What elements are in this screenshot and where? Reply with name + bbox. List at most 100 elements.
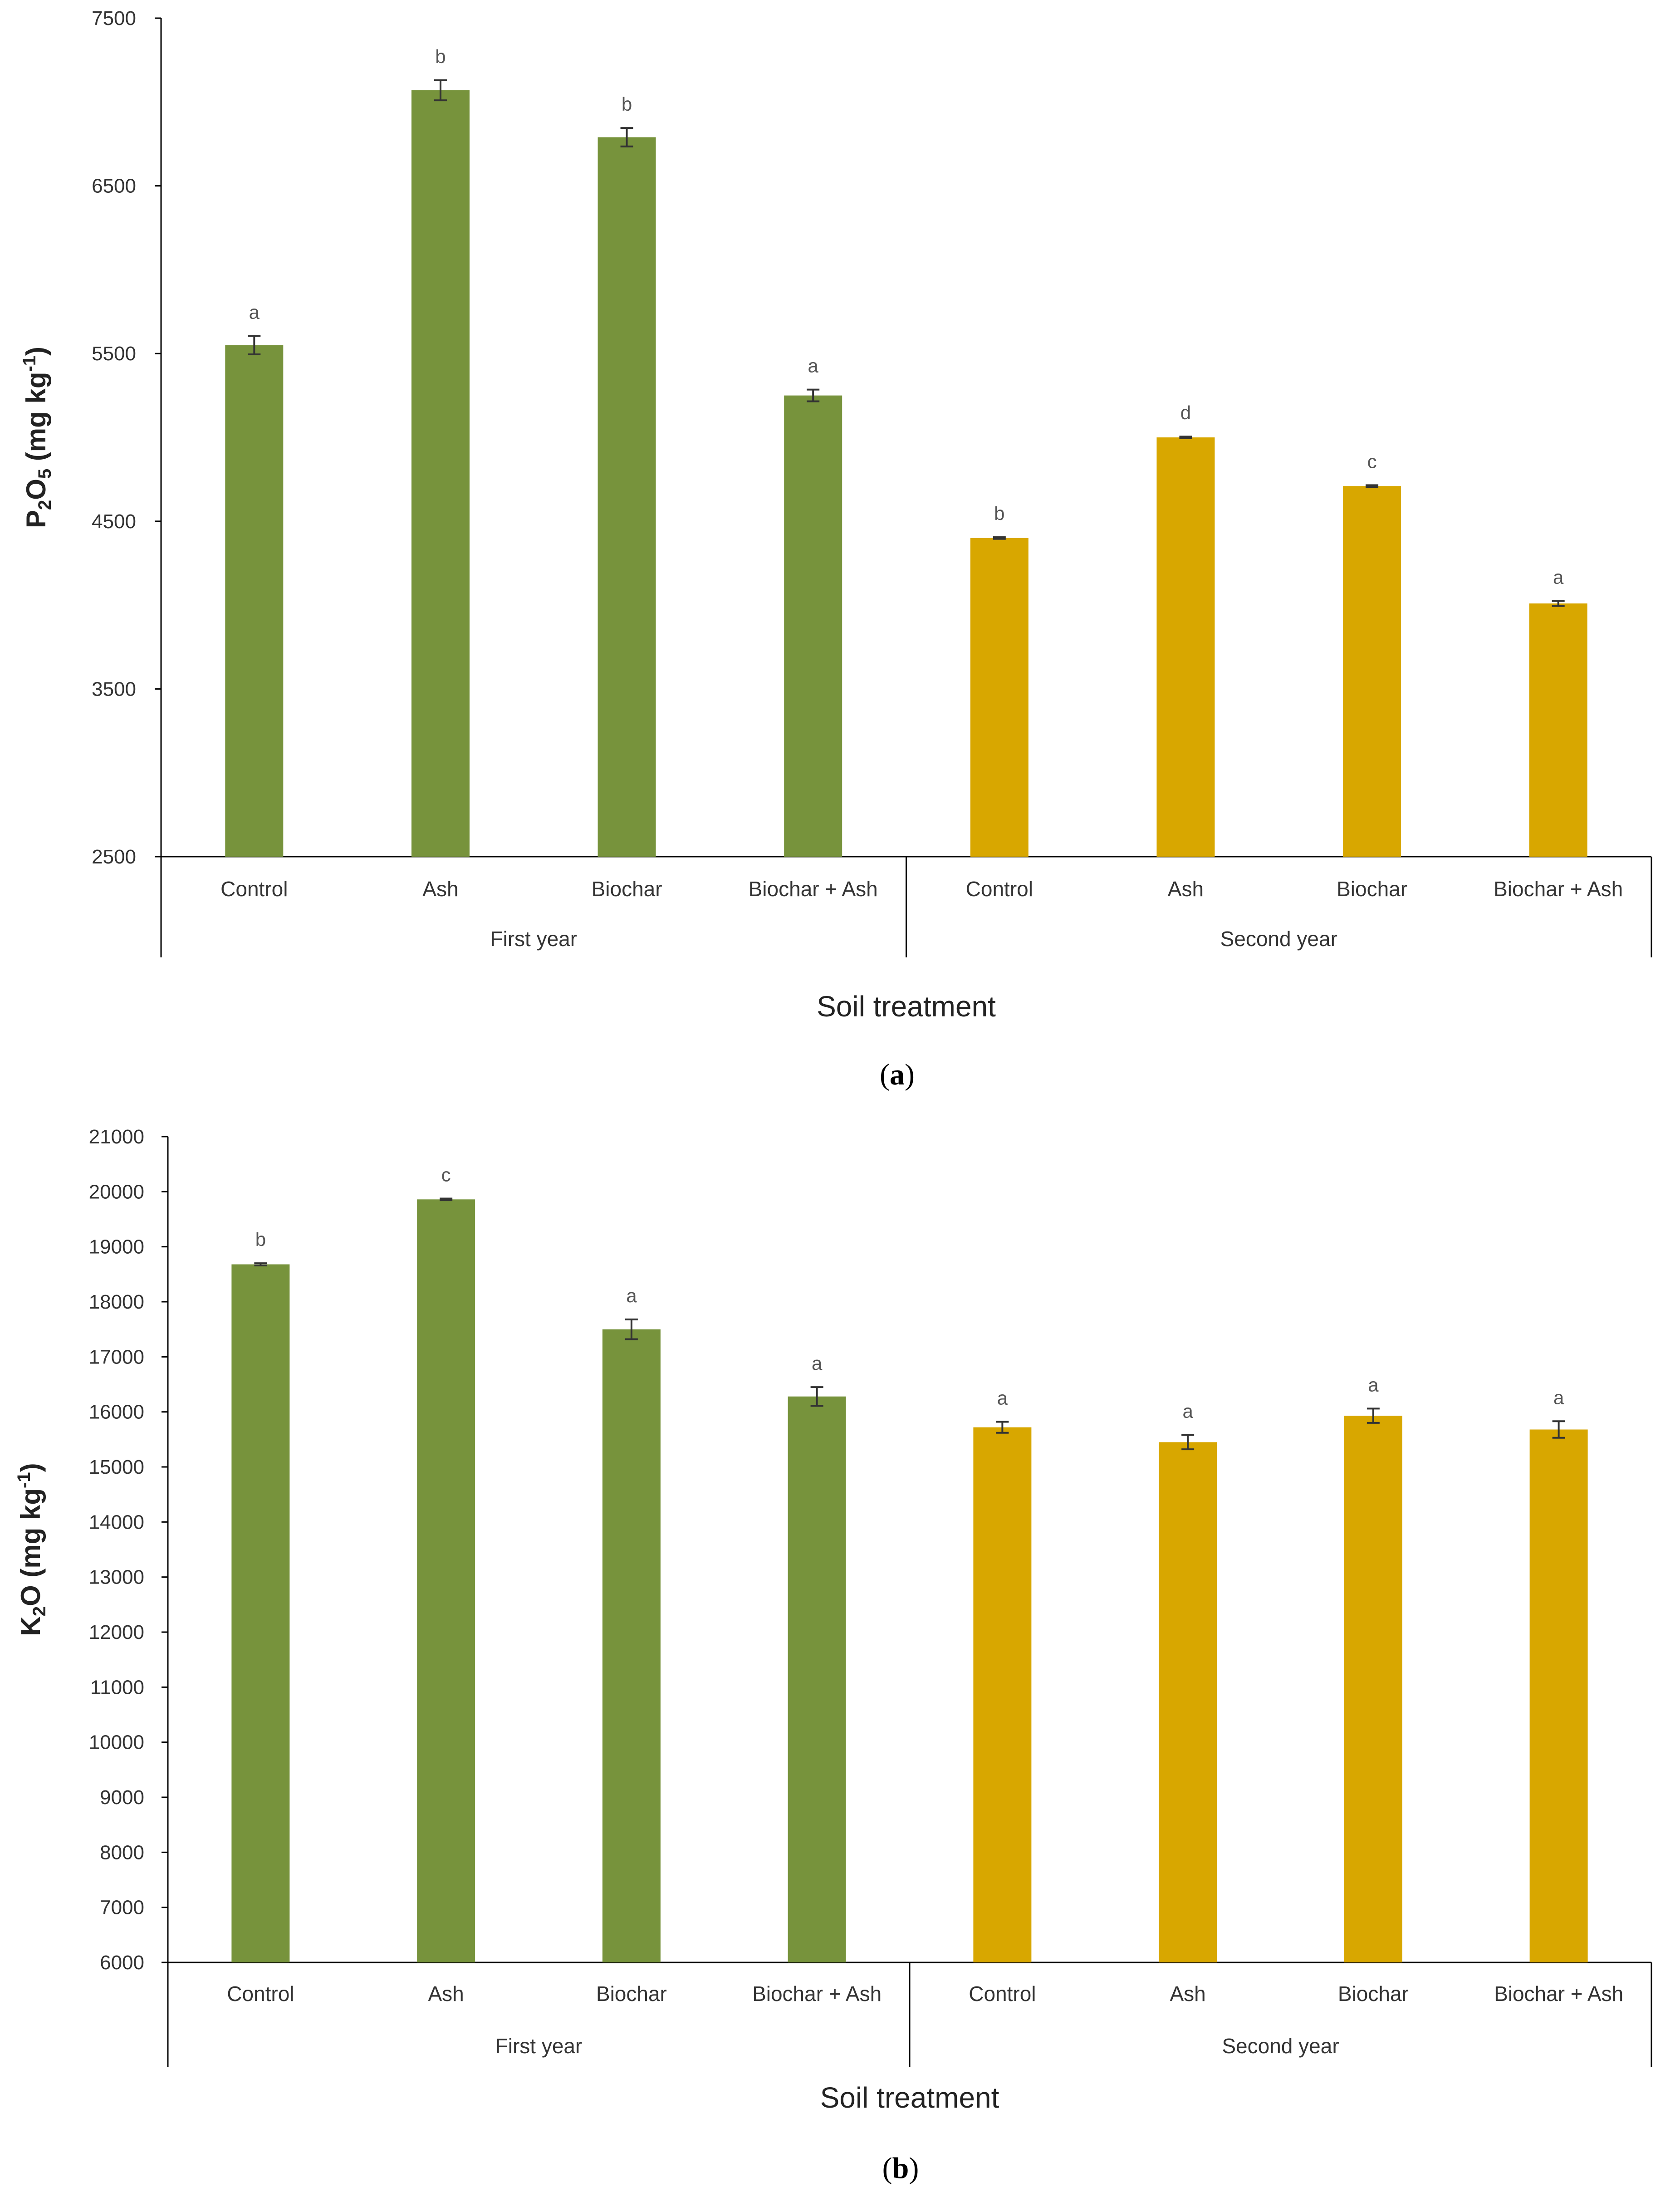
y-axis-title-part: (mg kg <box>21 372 51 469</box>
significance-letter: b <box>255 1229 266 1250</box>
significance-letter: d <box>1180 402 1191 423</box>
significance-letter: a <box>997 1388 1008 1409</box>
significance-letter: a <box>812 1353 823 1374</box>
y-tick-label: 14000 <box>89 1511 144 1533</box>
bar <box>1156 437 1215 857</box>
y-axis-title-part: ) <box>21 347 51 356</box>
panel-caption-close: ) <box>909 2152 919 2185</box>
significance-letter: b <box>622 93 632 115</box>
significance-letter: a <box>808 355 819 377</box>
category-label: Biochar + Ash <box>1494 1982 1623 2006</box>
bar <box>225 345 284 857</box>
x-axis-title: Soil treatment <box>817 990 996 1023</box>
y-tick-label: 8000 <box>100 1841 144 1864</box>
significance-letter: c <box>1367 451 1377 472</box>
y-axis-title-part: ) <box>15 1463 46 1472</box>
bar <box>1343 486 1401 857</box>
bar <box>231 1264 290 1962</box>
group-label: First year <box>490 927 577 951</box>
panel-caption-open: ( <box>882 2152 892 2185</box>
y-tick-label: 12000 <box>89 1621 144 1643</box>
bar <box>784 395 842 857</box>
chart-panel-b: 6000 7000 8000 9000 10000 11000 12000 13000 1400… <box>14 1126 1652 2185</box>
bar <box>973 1427 1032 1962</box>
bar <box>411 90 470 857</box>
y-tick-label: 13000 <box>89 1566 144 1589</box>
panel-caption-letter: a <box>890 1058 905 1091</box>
category-label: Biochar + Ash <box>1494 877 1623 901</box>
y-axis-title: P2O5 (mg kg-1) <box>20 347 55 528</box>
y-tick-label: 7000 <box>100 1897 144 1919</box>
y-tick-label: 7500 <box>92 7 136 29</box>
group-label: Second year <box>1222 2034 1339 2058</box>
category-label: Control <box>966 877 1033 901</box>
significance-letter: a <box>249 301 260 323</box>
significance-letter: a <box>1553 1387 1564 1408</box>
panel-caption-open: ( <box>880 1058 890 1091</box>
y-tick-label: 5500 <box>92 343 136 365</box>
significance-letter: b <box>994 503 1004 524</box>
y-tick-label: 11000 <box>90 1676 144 1698</box>
y-tick-label: 2500 <box>92 846 136 868</box>
significance-letter: a <box>1368 1374 1379 1395</box>
x-axis-title: Soil treatment <box>820 2081 999 2114</box>
category-label: Biochar <box>1338 1982 1409 2006</box>
y-tick-label: 18000 <box>89 1291 144 1313</box>
panel-caption-close: ) <box>905 1058 915 1091</box>
panel-caption-letter: b <box>892 2152 909 2185</box>
y-axis-title-part: 5 <box>35 469 55 479</box>
y-tick-label: 16000 <box>89 1401 144 1423</box>
bar <box>970 538 1029 857</box>
y-axis-title-part: O <box>15 1585 46 1606</box>
y-tick-label: 3500 <box>92 678 136 700</box>
bar <box>1529 1429 1588 1962</box>
y-tick-label: 21000 <box>89 1126 144 1148</box>
category-label: Biochar <box>1337 877 1407 901</box>
category-label: Ash <box>422 877 458 901</box>
significance-letter: a <box>1182 1401 1193 1422</box>
y-axis-title-part: O <box>21 479 51 500</box>
category-label: Biochar <box>596 1982 667 2006</box>
significance-letter: c <box>441 1164 451 1186</box>
y-axis-title-part: -1 <box>20 356 39 372</box>
group-label: Second year <box>1220 927 1337 951</box>
category-label: Control <box>969 1982 1036 2006</box>
y-tick-label: 6500 <box>92 175 136 197</box>
y-tick-label: 9000 <box>100 1786 144 1809</box>
group-label: First year <box>495 2034 583 2058</box>
y-tick-label: 10000 <box>89 1731 144 1754</box>
bar <box>417 1199 475 1962</box>
bar <box>1344 1416 1402 1962</box>
category-label: Biochar + Ash <box>749 877 878 901</box>
bar <box>1159 1442 1217 1962</box>
y-axis-title-part: P <box>21 510 51 528</box>
panel-caption: (b) <box>882 2152 919 2185</box>
y-axis-title-part: -1 <box>14 1472 34 1488</box>
bar <box>788 1396 846 1962</box>
y-tick-label: 19000 <box>89 1236 144 1258</box>
y-axis-title-part: 2 <box>29 1606 49 1616</box>
y-tick-label: 6000 <box>100 1952 144 1974</box>
y-axis-title-part: (mg kg <box>15 1488 46 1585</box>
bar <box>602 1329 661 1962</box>
y-tick-label: 20000 <box>89 1181 144 1203</box>
category-label: Ash <box>1168 877 1204 901</box>
category-label: Biochar <box>592 877 662 901</box>
significance-letter: a <box>626 1285 637 1306</box>
category-label: Biochar + Ash <box>752 1982 882 2006</box>
category-label: Ash <box>428 1982 464 2006</box>
y-axis-title: K2O (mg kg-1) <box>14 1463 49 1636</box>
bar <box>598 137 656 857</box>
panel-caption: (a) <box>880 1058 915 1091</box>
y-tick-label: 17000 <box>89 1346 144 1368</box>
category-label: Control <box>227 1982 294 2006</box>
bar <box>1529 603 1587 857</box>
y-tick-label: 4500 <box>92 510 136 533</box>
significance-letter: b <box>435 46 446 67</box>
y-axis-title-part: K <box>15 1616 46 1636</box>
category-label: Ash <box>1170 1982 1205 2006</box>
y-tick-label: 15000 <box>89 1456 144 1478</box>
y-axis-title-part: 2 <box>35 500 55 510</box>
chart-panel-a: 2500 3500 4500 5500 6500 7500 a Control b Ash b Bio… <box>20 7 1652 1091</box>
